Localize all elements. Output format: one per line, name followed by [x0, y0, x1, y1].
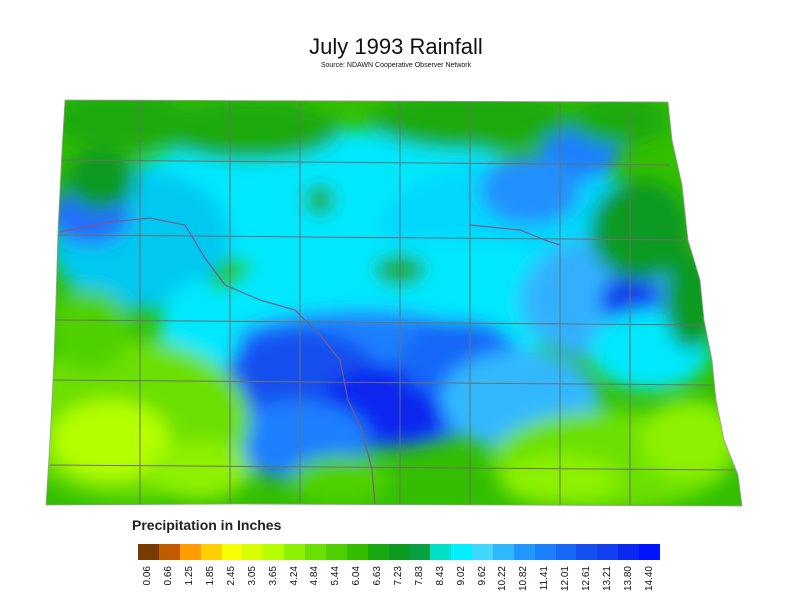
legend-swatch [158, 544, 180, 560]
legend-swatch [618, 544, 639, 560]
legend-color-bar [138, 544, 660, 560]
map-subtitle: Source: NDAWN Cooperative Observer Netwo… [320, 62, 472, 69]
legend-swatch [263, 544, 285, 560]
legend-tick-label: 0.06 [142, 566, 154, 586]
legend-tick-label: 12.61 [580, 566, 592, 592]
state-outline [45, 99, 743, 507]
legend-swatch [179, 544, 201, 560]
legend-swatch [472, 544, 493, 560]
legend-swatch [513, 544, 535, 560]
legend-tick-label: 10.22 [497, 566, 509, 592]
legend-swatch [305, 544, 326, 560]
legend-tick-label: 9.62 [476, 566, 488, 586]
legend-swatch [430, 544, 452, 560]
legend-swatch [221, 544, 243, 560]
legend-tick-label: 2.45 [225, 566, 237, 586]
legend-swatch [200, 544, 222, 560]
legend-tick-label: 7.23 [393, 566, 404, 586]
legend-tick-label: 1.25 [184, 566, 196, 586]
legend-tick-label: 4.24 [288, 566, 300, 586]
legend-tick-label: 3.05 [246, 566, 258, 586]
legend-swatch [639, 544, 660, 560]
legend-swatch [492, 544, 514, 560]
legend-tick-label: 13.21 [601, 566, 613, 592]
legend-swatch [409, 544, 431, 560]
legend-tick-label: 13.80 [622, 566, 634, 592]
legend-tick-label: 7.83 [413, 566, 425, 586]
legend-title: Precipitation in Inches [132, 517, 282, 533]
legend-tick-label: 5.44 [330, 566, 342, 586]
legend-swatch [451, 544, 472, 560]
legend-swatch [367, 544, 389, 560]
legend-tick-label: 10.82 [518, 566, 530, 592]
county-lines [49, 100, 736, 505]
river-lines [59, 217, 561, 506]
legend-tick-labels: 0.06 0.66 1.25 1.85 2.45 3.05 3.65 4.24 4.84 5.44… [138, 566, 660, 602]
precipitation-field [46, 100, 742, 506]
legend-tick-label: 9.02 [455, 566, 467, 586]
legend-swatch [555, 544, 577, 560]
legend-tick-label: 6.04 [351, 566, 363, 586]
legend-swatch [576, 544, 598, 560]
legend-tick-label: 1.85 [205, 566, 217, 586]
legend-tick-label: 3.65 [267, 566, 279, 586]
legend-swatch [242, 544, 264, 560]
legend-swatch [597, 544, 619, 560]
legend-tick-label: 12.01 [560, 566, 572, 592]
legend-tick-label: 6.63 [372, 566, 384, 586]
legend-swatch [138, 544, 159, 560]
legend-swatch [534, 544, 556, 560]
legend-tick-label: 11.41 [539, 566, 551, 591]
legend-tick-label: 0.66 [163, 566, 175, 586]
legend-swatch [325, 544, 347, 560]
legend-swatch [284, 544, 305, 560]
map-title: July 1993 Rainfall [309, 34, 483, 59]
legend-swatch [346, 544, 368, 560]
legend-tick-label: 8.43 [434, 566, 446, 586]
legend-swatch [388, 544, 410, 560]
legend-tick-label: 4.84 [309, 566, 321, 586]
legend-tick-label: 14.40 [643, 566, 655, 592]
